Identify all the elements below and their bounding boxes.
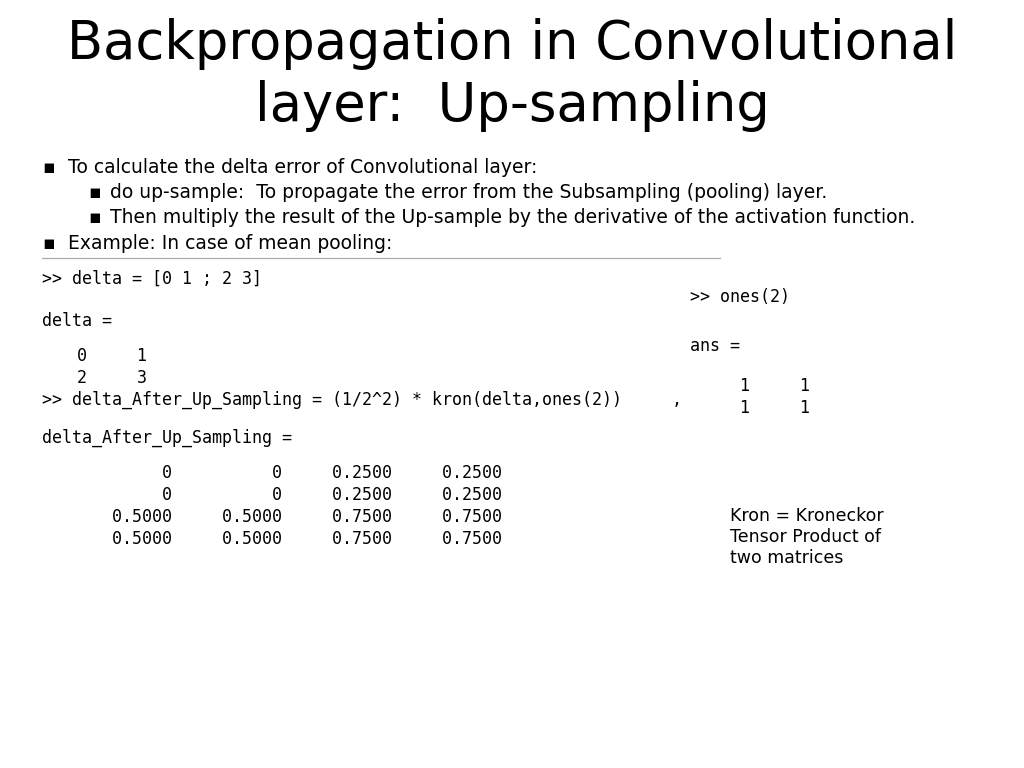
Text: 2     3: 2 3 bbox=[77, 369, 147, 387]
Text: Then multiply the result of the Up-sample by the derivative of the activation fu: Then multiply the result of the Up-sampl… bbox=[110, 208, 915, 227]
Text: Kron = Kroneckor
Tensor Product of
two matrices: Kron = Kroneckor Tensor Product of two m… bbox=[730, 507, 884, 567]
Text: >> delta = [0 1 ; 2 3]: >> delta = [0 1 ; 2 3] bbox=[42, 270, 262, 288]
Text: 1     1: 1 1 bbox=[740, 399, 810, 417]
Text: >> delta_After_Up_Sampling = (1/2^2) * kron(delta,ones(2)): >> delta_After_Up_Sampling = (1/2^2) * k… bbox=[42, 391, 622, 409]
Text: ,: , bbox=[672, 391, 682, 409]
Text: Example: In case of mean pooling:: Example: In case of mean pooling: bbox=[68, 234, 392, 253]
Text: Backpropagation in Convolutional: Backpropagation in Convolutional bbox=[67, 18, 957, 70]
Text: ▪: ▪ bbox=[42, 158, 54, 177]
Text: 0          0     0.2500     0.2500: 0 0 0.2500 0.2500 bbox=[72, 464, 502, 482]
Text: ans =: ans = bbox=[690, 337, 740, 355]
Text: do up-sample:  To propagate the error from the Subsampling (pooling) layer.: do up-sample: To propagate the error fro… bbox=[110, 183, 827, 202]
Text: delta =: delta = bbox=[42, 312, 112, 330]
Text: To calculate the delta error of Convolutional layer:: To calculate the delta error of Convolut… bbox=[68, 158, 538, 177]
Text: 0     1: 0 1 bbox=[77, 347, 147, 365]
Text: 0.5000     0.5000     0.7500     0.7500: 0.5000 0.5000 0.7500 0.7500 bbox=[72, 530, 502, 548]
Text: >> ones(2): >> ones(2) bbox=[690, 288, 790, 306]
Text: delta_After_Up_Sampling =: delta_After_Up_Sampling = bbox=[42, 429, 292, 447]
Text: 1     1: 1 1 bbox=[740, 377, 810, 395]
Text: ▪: ▪ bbox=[88, 208, 100, 227]
Text: ▪: ▪ bbox=[42, 234, 54, 253]
Text: ▪: ▪ bbox=[88, 183, 100, 202]
Text: 0.5000     0.5000     0.7500     0.7500: 0.5000 0.5000 0.7500 0.7500 bbox=[72, 508, 502, 526]
Text: layer:  Up-sampling: layer: Up-sampling bbox=[255, 80, 769, 132]
Text: 0          0     0.2500     0.2500: 0 0 0.2500 0.2500 bbox=[72, 486, 502, 504]
